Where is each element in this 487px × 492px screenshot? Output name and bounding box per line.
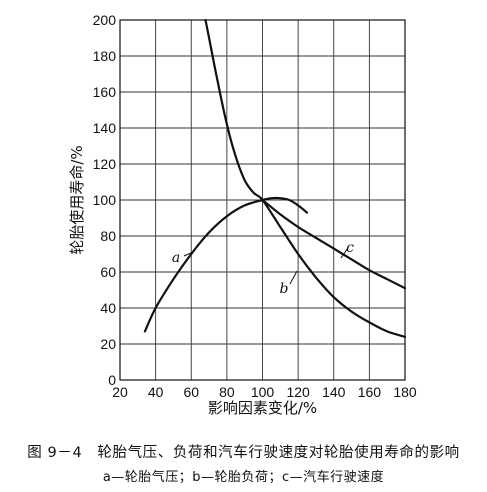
- series-label-a: a: [172, 250, 180, 266]
- chart: 20 40 60 80 100 120 140 160 180 0204060801001201…: [68, 12, 417, 417]
- y-tick-label: 40: [100, 300, 116, 316]
- figure-caption: 图 9－4 轮胎气压、负荷和汽车行驶速度对轮胎使用寿命的影响: [27, 445, 460, 461]
- x-tick-label: 20: [112, 384, 128, 400]
- y-tick-label: 100: [93, 192, 117, 208]
- y-tick-label: 0: [108, 372, 116, 388]
- series-line-c: [261, 198, 407, 290]
- x-tick-label: 80: [219, 384, 235, 400]
- y-tick-label: 120: [93, 156, 117, 172]
- series-label-leader-b: [289, 270, 298, 285]
- y-axis-title: 轮胎使用寿命/%: [68, 145, 86, 254]
- x-axis-tick-labels: 20 40 60 80 100 120 140 160 180: [112, 384, 417, 400]
- x-tick-label: 40: [148, 384, 164, 400]
- grid-lines: [120, 20, 405, 380]
- x-tick-label: 180: [393, 384, 417, 400]
- x-tick-label: 60: [183, 384, 199, 400]
- series-line-a: [143, 196, 309, 333]
- y-axis-tick-labels: 0 20 40 60 80 100 120 140 160 180 200: [93, 12, 117, 388]
- y-tick-label: 20: [100, 336, 116, 352]
- y-tick-label: 140: [93, 120, 117, 136]
- figure-caption-legend: a—轮胎气压；b—轮胎负荷；c—汽车行驶速度: [102, 470, 385, 485]
- y-tick-label: 60: [100, 264, 116, 280]
- series-labels: a b c: [172, 240, 354, 297]
- series-label-c: c: [346, 240, 354, 256]
- series-label-b: b: [280, 281, 289, 297]
- y-tick-label: 160: [93, 84, 117, 100]
- y-tick-label: 80: [100, 228, 116, 244]
- series-label-leader-c: [340, 247, 349, 259]
- x-tick-label: 140: [322, 384, 346, 400]
- plot-frame: [119, 19, 406, 381]
- x-axis-title: 影响因素变化/%: [208, 399, 317, 417]
- series-lines: [143, 18, 407, 338]
- y-tick-label: 180: [93, 48, 117, 64]
- series-line-b: [204, 18, 407, 338]
- x-tick-label: 100: [251, 384, 275, 400]
- series-label-leader-a: [183, 251, 194, 257]
- x-tick-label: 160: [358, 384, 382, 400]
- y-tick-label: 200: [93, 12, 117, 28]
- x-tick-label: 120: [286, 384, 310, 400]
